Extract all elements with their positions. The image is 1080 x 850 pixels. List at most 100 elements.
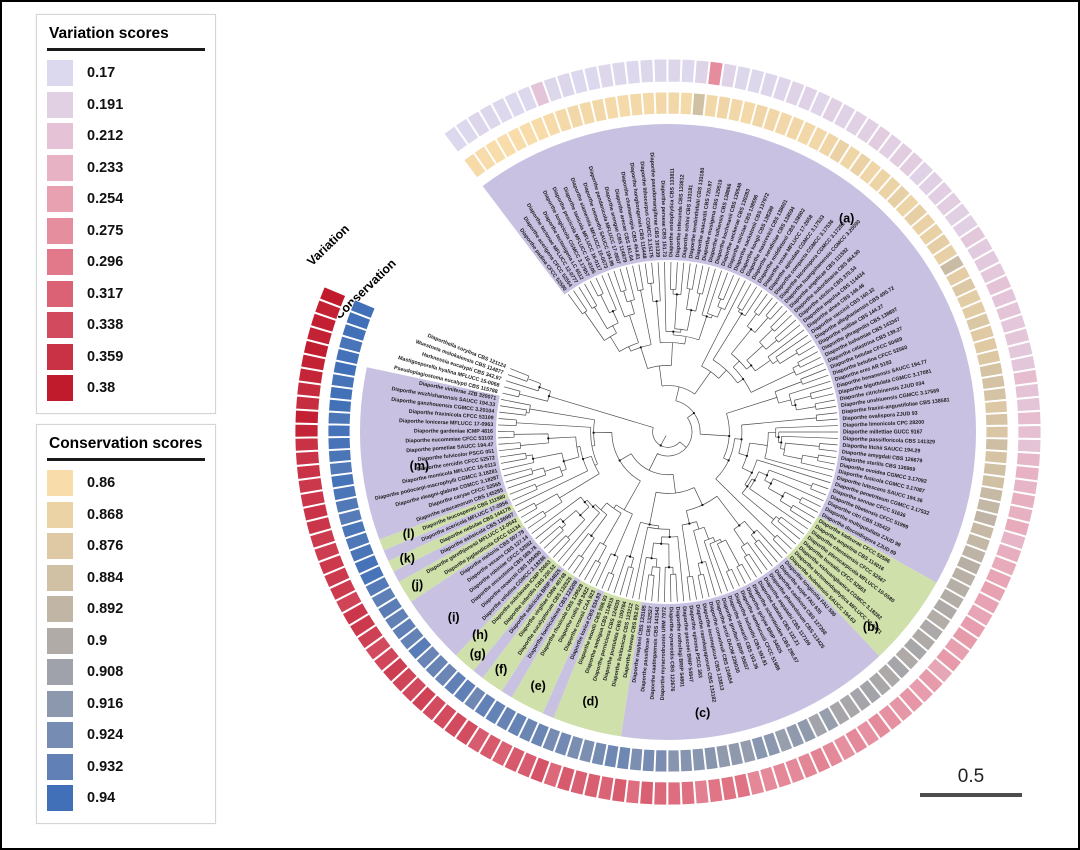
conservation-cell [894, 193, 920, 219]
legend-value: 0.296 [87, 254, 124, 270]
variation-cell [746, 769, 765, 796]
support-node-dot [650, 557, 653, 560]
conservation-cell [894, 646, 920, 671]
conservation-cell [985, 412, 1009, 426]
variation-cell [821, 96, 844, 124]
variation-cell [653, 58, 668, 83]
clade-band [398, 515, 525, 602]
variation-cell [1012, 478, 1039, 496]
conservation-cell [590, 741, 608, 767]
clade-label: (j) [411, 578, 423, 592]
conservation-cell [495, 132, 518, 159]
variation-cell [295, 450, 320, 466]
variation-cell [951, 213, 979, 239]
variation-cell [694, 59, 710, 85]
conservation-cell [945, 577, 971, 599]
variation-cell [1010, 355, 1036, 373]
conservation-cell [848, 152, 872, 178]
conservation-cell [955, 555, 982, 576]
conservation-cell [433, 662, 459, 688]
conservation-cell [985, 425, 1009, 439]
support-node-dot [659, 444, 662, 447]
scale-bar: 0.5 [920, 766, 1022, 797]
conservation-cell [345, 311, 372, 331]
variation-cell [356, 624, 384, 650]
legend-value: 0.94 [87, 790, 116, 806]
clade-band [542, 589, 605, 718]
variation-cell [877, 703, 903, 731]
taxon-label: Diaporthe cynaroidis CBS 122676 [668, 607, 675, 692]
variation-cell [855, 117, 881, 145]
support-node-dot [794, 403, 797, 407]
conservation-cell [541, 726, 562, 753]
conservation-cell [679, 91, 694, 116]
legend-value: 0.317 [87, 285, 124, 302]
variation-cell [917, 667, 944, 694]
conservation-cell [332, 360, 358, 377]
legend-entry: 0.916 [47, 690, 205, 717]
legend-entry: 0.191 [47, 91, 205, 118]
taxon-label: Diaporthe lonicerae MFLUCC 17-0963 [399, 418, 493, 428]
conservation-cell [328, 398, 352, 413]
conservation-cell [817, 131, 840, 158]
clade-label: (d) [583, 694, 599, 708]
support-node-dot [583, 500, 586, 504]
variation-cell [966, 237, 994, 261]
legend-swatch [47, 123, 73, 149]
variation-cell [411, 685, 437, 713]
variation-cell [542, 761, 563, 789]
legend-swatch [47, 91, 73, 118]
conservation-cell [358, 565, 385, 587]
conservation-cell [984, 400, 1008, 414]
conservation-cell [796, 120, 817, 147]
legend-value: 0.191 [87, 96, 124, 113]
support-node-dot [628, 555, 632, 558]
variation-cell [855, 719, 880, 747]
variation-cell [400, 676, 428, 703]
conservation-cell [867, 167, 892, 193]
conservation-cell [848, 686, 872, 712]
support-node-dot [690, 309, 693, 312]
support-node-dot [692, 411, 696, 415]
variation-cell [926, 657, 954, 684]
variation-cell [299, 490, 326, 508]
conservation-cell [703, 93, 719, 118]
variation-cell [797, 84, 819, 113]
variation-cell [1007, 504, 1034, 523]
variation-ring-label: Variation [304, 222, 352, 269]
conservation-cell [750, 103, 769, 129]
clade-band [411, 526, 550, 656]
clade-band [786, 516, 937, 657]
conservation-cell [349, 299, 376, 319]
conservation-cell [518, 717, 539, 743]
variation-cell [516, 85, 538, 113]
support-node-dot [742, 377, 745, 381]
variation-cell [611, 61, 628, 87]
support-node-dot [611, 310, 615, 313]
variation-cell [294, 437, 319, 452]
variation-cell [1012, 368, 1039, 386]
conservation-cell [415, 645, 441, 670]
variation-cell [759, 71, 779, 99]
variation-cell [720, 62, 738, 89]
legend-swatch [47, 690, 73, 717]
variation-cell [908, 160, 935, 187]
conservation-cell [838, 144, 862, 171]
variation-cell [329, 578, 357, 601]
conservation-cell [399, 626, 425, 651]
variation-cell [772, 75, 793, 103]
conservation-cell [506, 711, 528, 738]
variation-cell [1007, 341, 1034, 360]
variation-cell [844, 727, 869, 755]
variation-cell [888, 141, 914, 169]
legend-entry: 0.94 [47, 785, 205, 811]
conservation-cell [629, 92, 644, 117]
conservation-cell [484, 138, 507, 165]
conservation-cell [407, 636, 433, 661]
support-node-dot [675, 293, 679, 296]
conservation-cell [384, 607, 410, 631]
support-node-dot [750, 364, 753, 367]
conservation-cell [762, 731, 782, 758]
conservation-cell [691, 747, 706, 772]
variation-cell [951, 625, 979, 651]
